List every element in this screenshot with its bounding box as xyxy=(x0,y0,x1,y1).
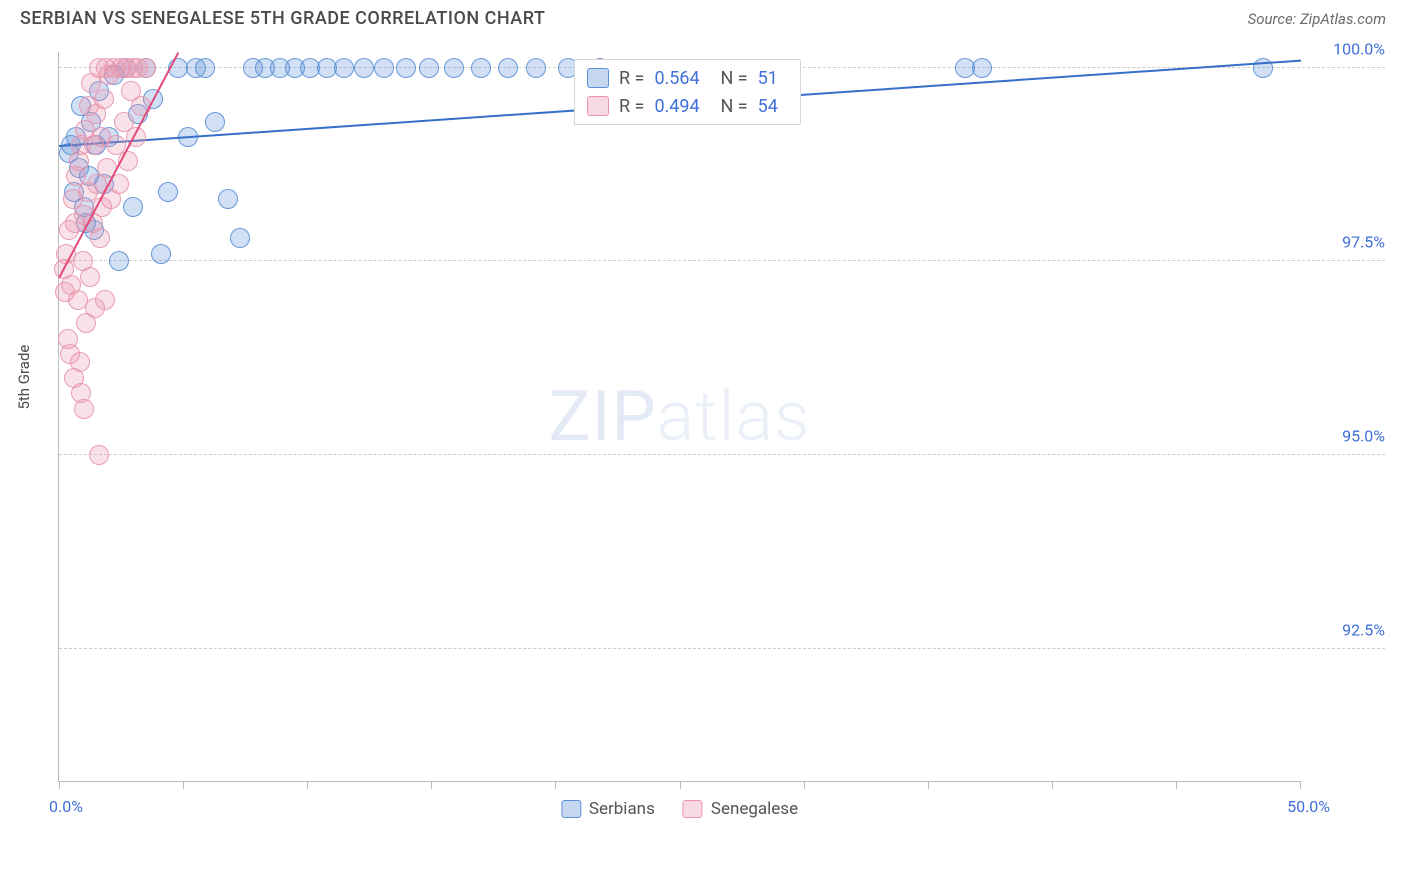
scatter-point xyxy=(374,58,394,78)
stats-n-label: N = xyxy=(720,68,747,89)
legend-label: Serbians xyxy=(589,799,655,819)
scatter-point xyxy=(195,58,215,78)
chart-header: SERBIAN VS SENEGALESE 5TH GRADE CORRELAT… xyxy=(0,0,1406,37)
gridline-h xyxy=(59,454,1385,455)
x-tick xyxy=(928,781,929,789)
scatter-point xyxy=(419,58,439,78)
scatter-point xyxy=(230,228,250,248)
chart-title: SERBIAN VS SENEGALESE 5TH GRADE CORRELAT… xyxy=(20,8,545,29)
x-tick xyxy=(1176,781,1177,789)
stats-n-value: 51 xyxy=(758,68,788,89)
scatter-point xyxy=(70,352,90,372)
stats-r-label: R = xyxy=(619,96,644,117)
scatter-point xyxy=(334,58,354,78)
x-tick xyxy=(1052,781,1053,789)
plot-container: 5th Grade ZIPatlas 92.5%95.0%97.5%100.0%… xyxy=(20,42,1390,842)
stats-r-value: 0.564 xyxy=(654,68,710,89)
scatter-point xyxy=(95,290,115,310)
stats-n-label: N = xyxy=(720,96,747,117)
scatter-point xyxy=(151,244,171,264)
scatter-point xyxy=(471,58,491,78)
series-swatch xyxy=(587,96,609,116)
scatter-point xyxy=(136,58,156,78)
stats-r-value: 0.494 xyxy=(654,96,710,117)
scatter-point xyxy=(71,383,91,403)
scatter-point xyxy=(89,445,109,465)
scatter-point xyxy=(94,89,114,109)
watermark: ZIPatlas xyxy=(549,376,811,458)
stats-row: R = 0.564 N = 51 xyxy=(587,64,788,92)
stats-row: R = 0.494 N = 54 xyxy=(587,92,788,120)
scatter-point xyxy=(218,189,238,209)
legend-item: Senegalese xyxy=(683,799,798,819)
x-tick xyxy=(431,781,432,789)
gridline-h xyxy=(59,260,1385,261)
scatter-point xyxy=(498,58,518,78)
legend-label: Senegalese xyxy=(711,799,798,819)
series-swatch xyxy=(587,68,609,88)
y-tick-label: 95.0% xyxy=(1310,427,1385,446)
scatter-point xyxy=(972,58,992,78)
legend-swatch xyxy=(683,800,703,818)
x-min-label: 0.0% xyxy=(49,797,83,816)
scatter-point xyxy=(80,267,100,287)
x-tick xyxy=(680,781,681,789)
scatter-point xyxy=(158,182,178,202)
watermark-light: atlas xyxy=(657,376,811,458)
scatter-point xyxy=(90,228,110,248)
legend-swatch xyxy=(561,800,581,818)
legend: Serbians Senegalese xyxy=(561,799,798,819)
x-tick xyxy=(59,781,60,789)
stats-box: R = 0.564 N = 51 R = 0.494 N = 54 xyxy=(574,59,801,125)
scatter-point xyxy=(1253,58,1273,78)
scatter-point xyxy=(123,197,143,217)
y-axis-label: 5th Grade xyxy=(15,345,33,410)
y-tick-label: 92.5% xyxy=(1310,621,1385,640)
scatter-point xyxy=(396,58,416,78)
x-tick xyxy=(804,781,805,789)
y-tick-label: 100.0% xyxy=(1310,39,1385,58)
scatter-point xyxy=(354,58,374,78)
scatter-point xyxy=(109,251,129,271)
scatter-point xyxy=(205,112,225,132)
stats-r-label: R = xyxy=(619,68,644,89)
x-tick xyxy=(183,781,184,789)
chart-source: Source: ZipAtlas.com xyxy=(1248,10,1386,28)
x-tick xyxy=(307,781,308,789)
x-max-label: 50.0% xyxy=(1287,797,1330,816)
gridline-h xyxy=(59,648,1385,649)
legend-item: Serbians xyxy=(561,799,655,819)
scatter-plot: ZIPatlas 92.5%95.0%97.5%100.0%0.0%50.0%R… xyxy=(58,52,1300,782)
scatter-point xyxy=(444,58,464,78)
x-tick xyxy=(555,781,556,789)
y-tick-label: 97.5% xyxy=(1310,233,1385,252)
x-tick xyxy=(1300,781,1301,789)
stats-n-value: 54 xyxy=(758,96,788,117)
scatter-point xyxy=(526,58,546,78)
watermark-bold: ZIP xyxy=(549,376,657,458)
